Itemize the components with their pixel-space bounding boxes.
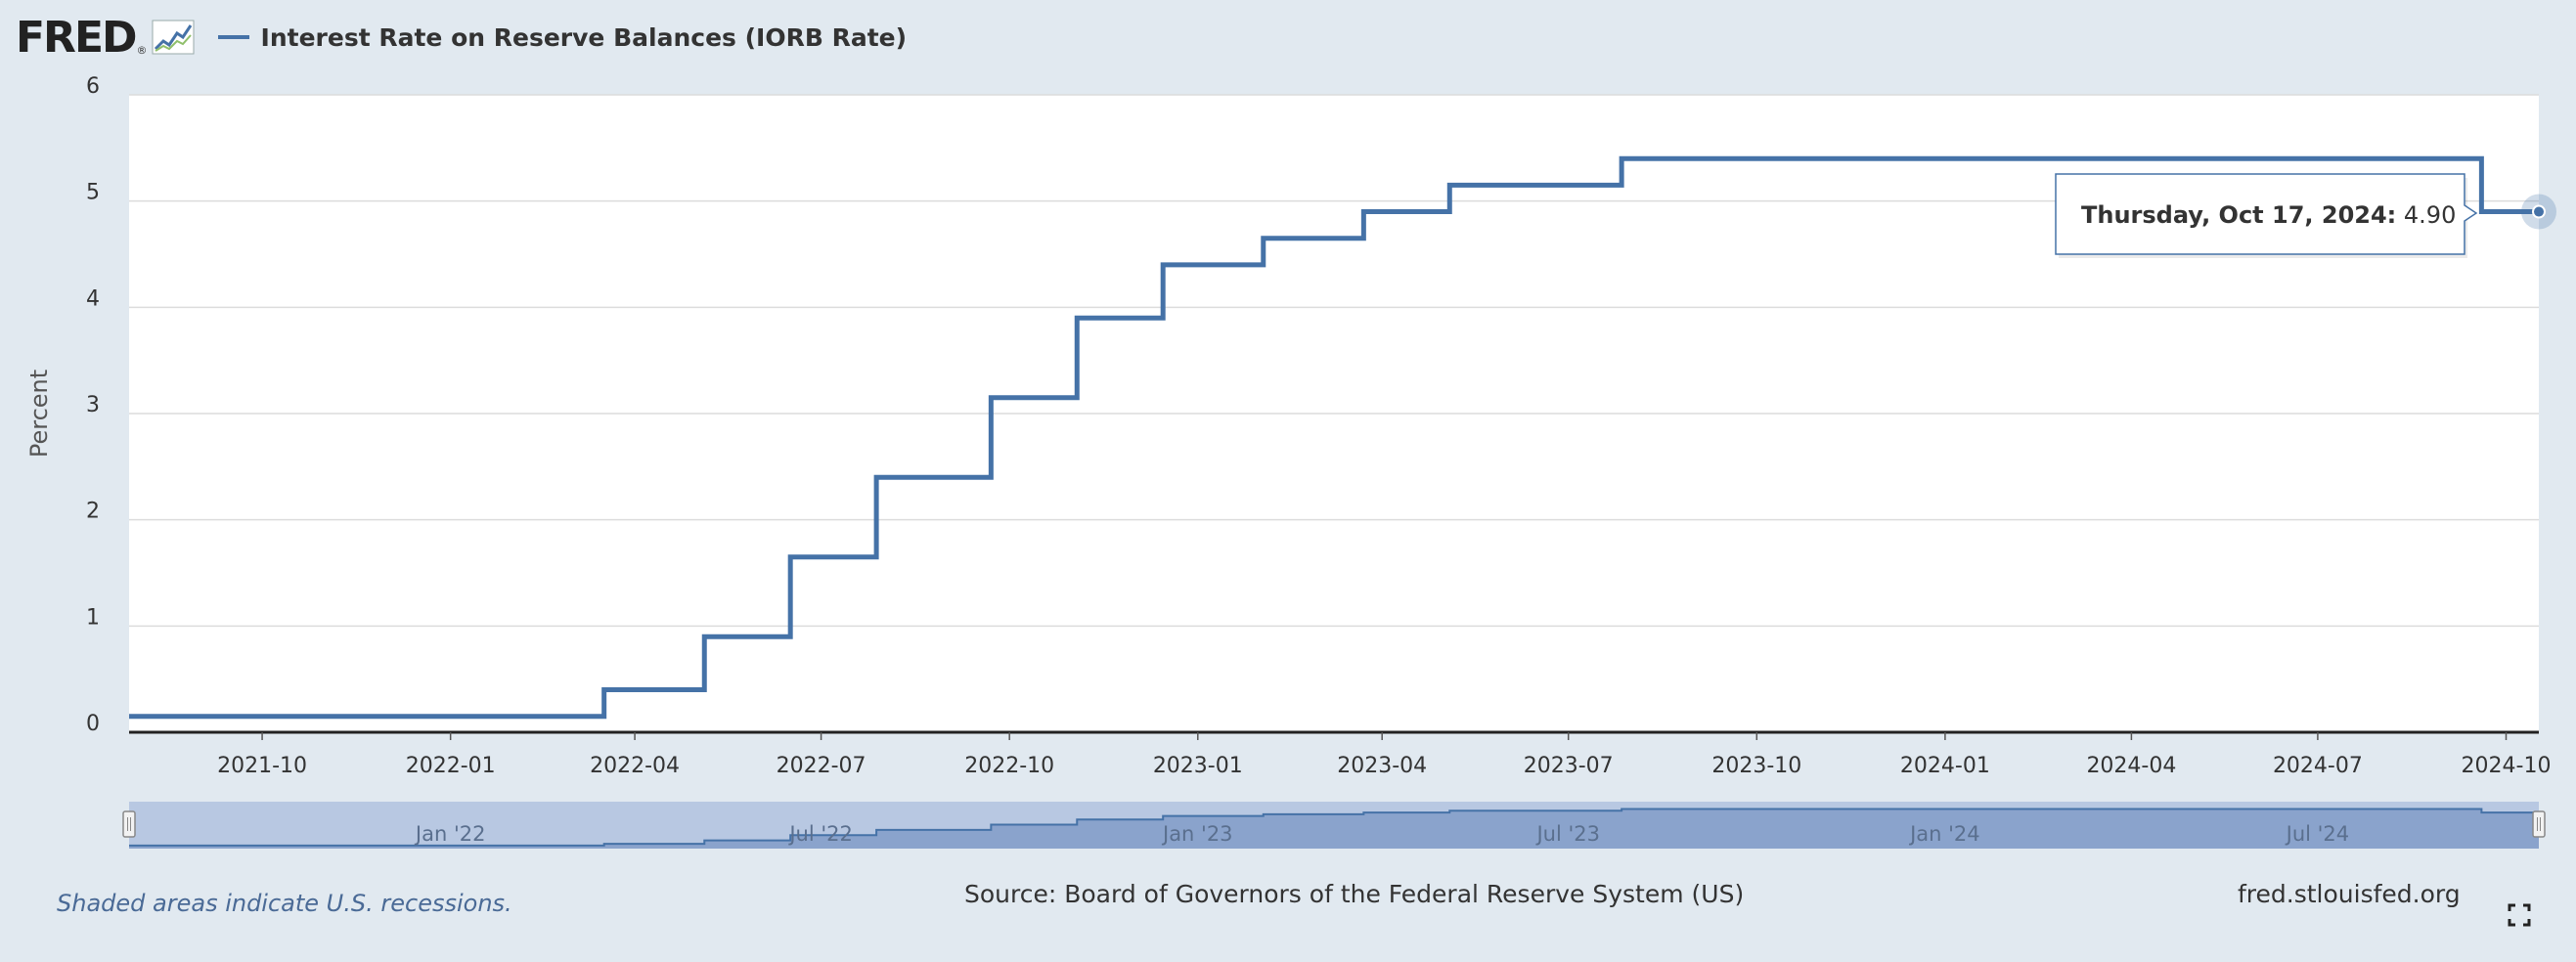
x-tick-label: 2023-04 xyxy=(1337,754,1427,778)
fullscreen-icon[interactable] xyxy=(2508,903,2531,927)
x-tick-labels: 2021-10 2022-01 2022-04 2022-07 2022-10 2023-… xyxy=(217,732,2551,778)
navigator-handle-right[interactable] xyxy=(2532,810,2546,838)
legend-swatch xyxy=(217,35,249,39)
fred-logo[interactable]: FRED xyxy=(16,12,138,63)
x-tick-label: 2024-04 xyxy=(2086,754,2176,778)
tooltip-date: Thursday, Oct 17, 2024: xyxy=(2081,201,2396,229)
series-line xyxy=(129,155,2539,720)
navigator: Jan '22 Jul '22 Jan '23 Jul '23 Jan '24 Jul '… xyxy=(122,802,2546,849)
y-tick-label: 2 xyxy=(86,500,100,524)
y-tick-label: 0 xyxy=(86,712,100,736)
navigator-area xyxy=(129,809,2539,849)
site-link[interactable]: fred.stlouisfed.org xyxy=(2238,880,2461,908)
registered-mark: ® xyxy=(136,44,148,57)
x-tick-label: 2023-07 xyxy=(1524,754,1614,778)
y-tick-label: 4 xyxy=(86,286,100,311)
tooltip-box xyxy=(2055,173,2478,255)
x-tick-label: 2022-01 xyxy=(406,754,496,778)
navigator-label: Jan '22 xyxy=(414,822,486,846)
y-tick-label: 3 xyxy=(86,393,100,417)
tooltip-text: Thursday, Oct 17, 2024: 4.90 xyxy=(2081,201,2456,229)
y-axis-label: Percent xyxy=(25,370,53,458)
x-tick-label: 2024-07 xyxy=(2273,754,2363,778)
legend[interactable]: Interest Rate on Reserve Balances (IORB … xyxy=(217,22,908,52)
hover-point xyxy=(2521,194,2556,230)
navigator-label: Jan '23 xyxy=(1161,822,1233,846)
y-tick-label: 1 xyxy=(86,605,100,630)
navigator-label: Jul '22 xyxy=(787,822,853,846)
x-tick-label: 2021-10 xyxy=(217,754,307,778)
y-tick-labels: 0 1 2 3 4 5 6 xyxy=(86,74,100,736)
y-tick-label: 6 xyxy=(86,74,100,99)
x-tick-label: 2024-01 xyxy=(1900,754,1990,778)
source-text: Source: Board of Governors of the Federa… xyxy=(964,880,1745,908)
navigator-label: Jul '23 xyxy=(1534,822,1600,846)
navigator-label: Jul '24 xyxy=(2285,822,2350,846)
recessions-note: Shaded areas indicate U.S. recessions. xyxy=(57,890,512,917)
x-tick-label: 2023-01 xyxy=(1153,754,1243,778)
x-tick-label: 2022-04 xyxy=(590,754,680,778)
hover-marker[interactable] xyxy=(2532,204,2546,219)
x-tick-label: 2024-10 xyxy=(2462,754,2552,778)
x-tick-label: 2022-07 xyxy=(777,754,866,778)
legend-label: Interest Rate on Reserve Balances (IORB … xyxy=(260,22,908,52)
x-tick-label: 2023-10 xyxy=(1711,754,1801,778)
navigator-handle-left[interactable] xyxy=(122,810,136,838)
fred-graph-icon xyxy=(152,20,195,55)
tooltip-value: 4.90 xyxy=(2396,201,2456,229)
gridlines xyxy=(129,94,2539,628)
header: FRED ® Interest Rate on Reserve Balances… xyxy=(16,10,907,65)
navigator-line xyxy=(129,808,2539,847)
x-tick-label: 2022-10 xyxy=(964,754,1054,778)
y-tick-label: 5 xyxy=(86,181,100,205)
navigator-label: Jan '24 xyxy=(1908,822,1980,846)
tooltip: Thursday, Oct 17, 2024: 4.90 xyxy=(2055,173,2478,258)
